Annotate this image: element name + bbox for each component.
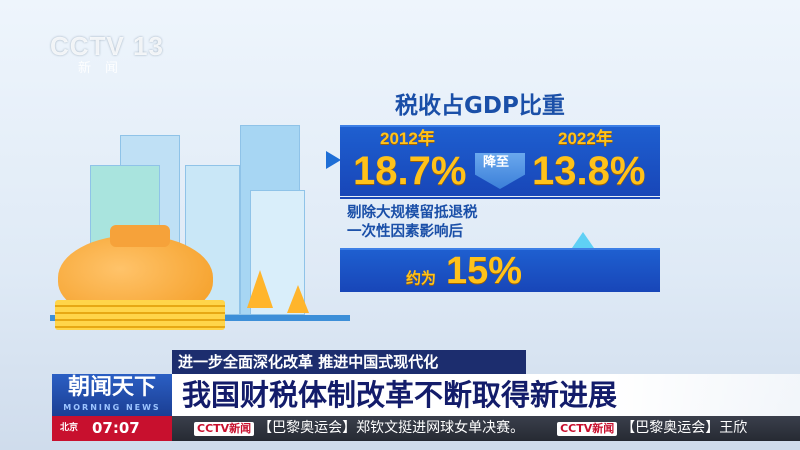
ticker-brand: CCTV新闻 <box>194 422 255 436</box>
ticker-brand: CCTV新闻 <box>557 422 618 436</box>
year-to: 2022年 <box>558 129 613 148</box>
note-line-2: 一次性因素影响后 <box>347 224 463 240</box>
clock: 北京 07:07 <box>52 416 172 441</box>
show-sub: MORNING NEWS <box>63 403 161 412</box>
show-name: 朝闻天下 <box>67 375 156 400</box>
approx-value: 15% <box>446 250 523 292</box>
clock-prefix: 北京 <box>60 423 79 433</box>
note-line-1: 剔除大规模留抵退税 <box>347 205 478 221</box>
clock-time: 07:07 <box>92 419 140 437</box>
news-ticker: CCTV新闻 【巴黎奥运会】郑钦文挺进网球女单决赛。 CCTV新闻 【巴黎奥运会】王… <box>172 416 800 441</box>
value-from: 18.7% <box>353 149 467 193</box>
ticker-item: 【巴黎奥运会】王欣 <box>621 420 748 436</box>
approx-label: 约为 <box>406 270 437 287</box>
year-from: 2012年 <box>380 129 435 148</box>
note: 剔除大规模留抵退税 一次性因素影响后 <box>347 204 478 242</box>
coins-icon <box>55 300 225 330</box>
topic-banner: 进一步全面深化改革 推进中国式现代化 <box>172 350 526 374</box>
channel-logo: CCTV 13 <box>50 31 164 61</box>
pointer-icon <box>326 151 341 169</box>
headline: 我国财税体制改革不断取得新进展 <box>172 374 800 416</box>
show-logo: 朝闻天下 MORNING NEWS <box>52 374 172 416</box>
change-label: 降至 <box>483 155 510 170</box>
infographic-title: 税收占GDP比重 <box>395 93 565 119</box>
channel-logo-sub: 新闻 <box>78 61 133 76</box>
ticker-item: 【巴黎奥运会】郑钦文挺进网球女单决赛。 <box>258 420 525 436</box>
adjusted-panel: 约为 15% <box>340 248 660 292</box>
comparison-panel: 2012年 18.7% 降至 2022年 13.8% <box>340 125 660 196</box>
value-to: 13.8% <box>532 149 646 193</box>
